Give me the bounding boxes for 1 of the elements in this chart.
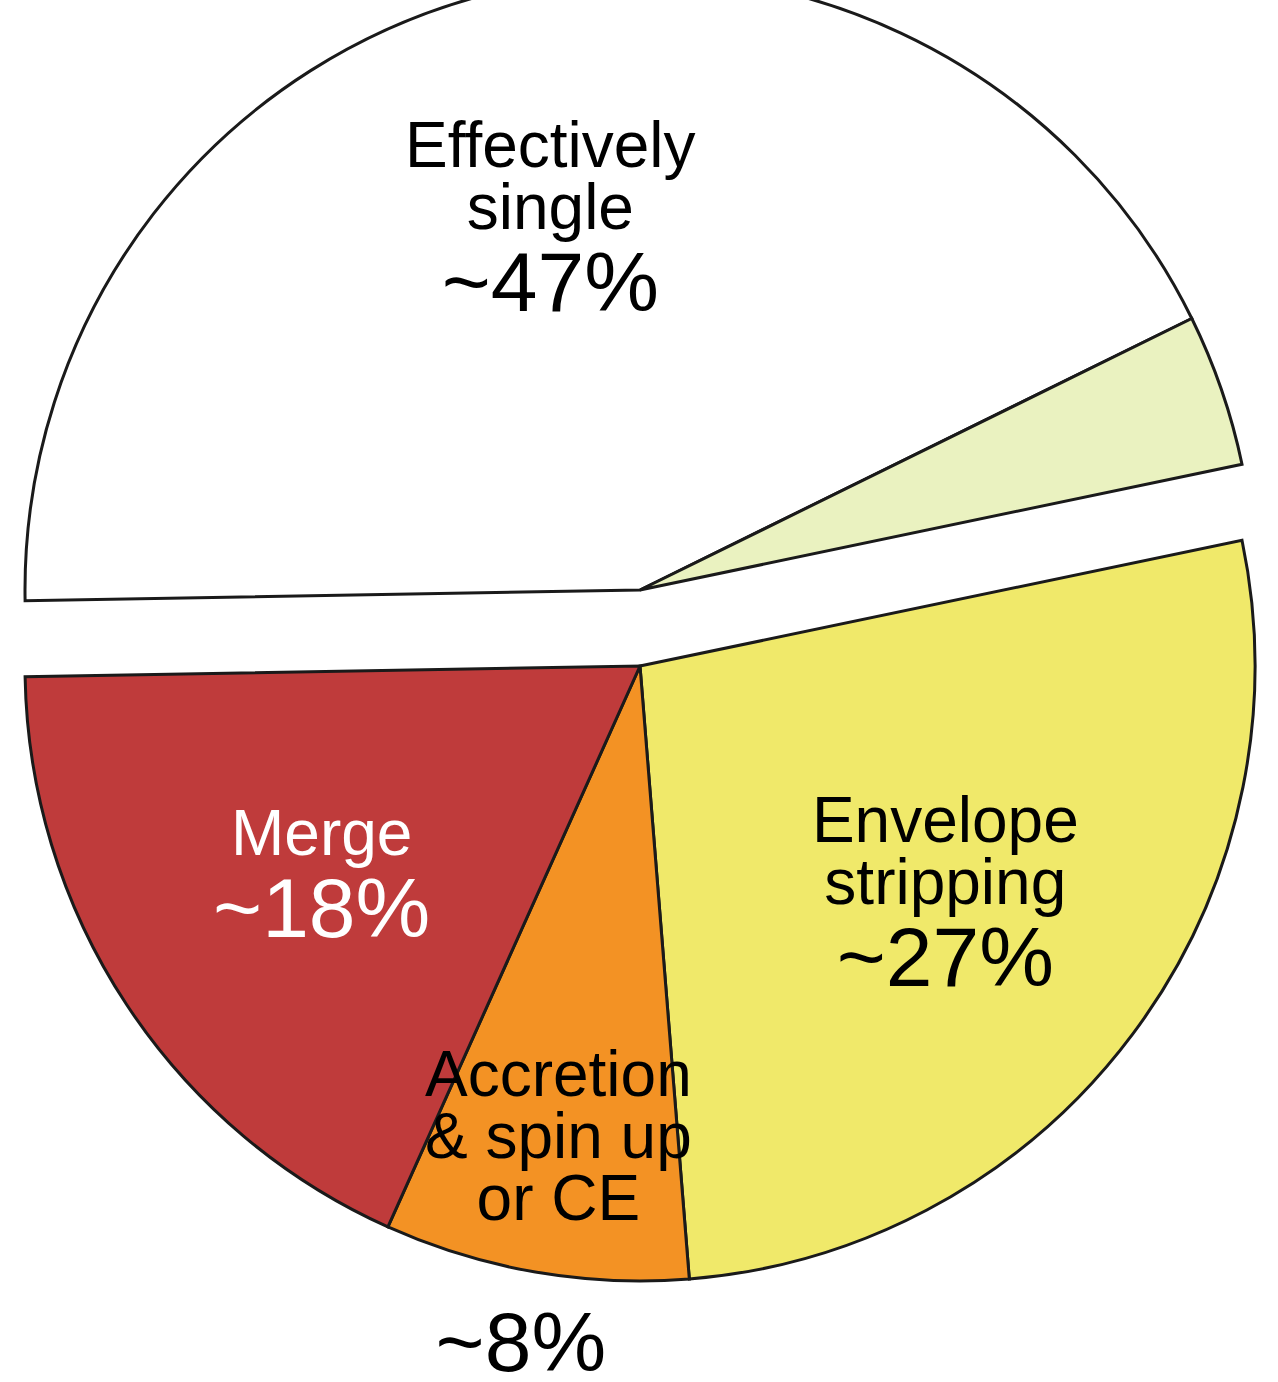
data-label: ~8% xyxy=(435,1294,607,1382)
